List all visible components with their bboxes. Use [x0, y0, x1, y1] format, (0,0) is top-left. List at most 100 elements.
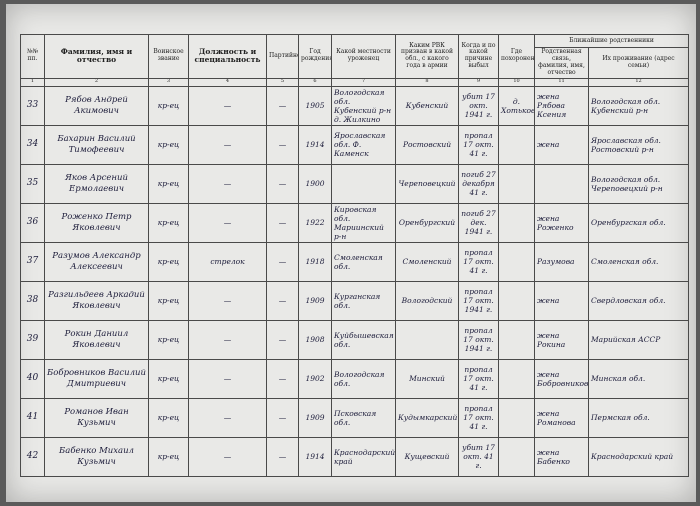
record-cell: — [188, 319, 267, 360]
record-number: 37 [20, 241, 45, 282]
record-cell: жена Роженко [534, 202, 589, 243]
record-cell: жена Рокина [534, 319, 589, 360]
column-header: Где похоронен [498, 34, 535, 79]
record-number: 41 [20, 397, 45, 438]
record-cell: Минский [395, 358, 459, 399]
record-cell: — [188, 397, 267, 438]
record-cell: 1905 [298, 85, 332, 126]
record-cell: Разумов Александр Алексеевич [44, 241, 149, 282]
record-cell: кр-ец [148, 163, 189, 204]
record-cell: д. Хотьково [498, 85, 535, 126]
record-row: 41 Романов Иван Кузьмич кр-ец — —1909 Псковск… [20, 397, 690, 438]
record-cell: кр-ец [148, 202, 189, 243]
record-cell: Пермская обл. [587, 397, 690, 438]
record-cell: Рокин Даниил Яковлевич [44, 319, 149, 360]
record-cell: Ярославская обл. Ростовский р-н [587, 124, 690, 165]
record-cell: кр-ец [148, 124, 189, 165]
record-cell: 1902 [298, 358, 332, 399]
column-number: 7 [331, 77, 396, 87]
column-number: 4 [188, 77, 267, 87]
record-cell: Бахарин Василий Тимофеевич [44, 124, 149, 165]
record-cell: — [188, 358, 267, 399]
column-number: 5 [266, 77, 299, 87]
record-cell: кр-ец [148, 241, 189, 282]
record-row: 33 Рябов Андрей Акимович кр-ец — —1905 Волого… [20, 85, 690, 126]
record-cell [498, 436, 535, 477]
record-cell: Рябов Андрей Акимович [44, 85, 149, 126]
record-cell: 1908 [298, 319, 332, 360]
record-cell: — [266, 85, 299, 126]
record-row: 39 Рокин Даниил Яковлевич кр-ец — —1908 Куйбы… [20, 319, 690, 360]
record-cell: — [266, 397, 299, 438]
column-header: Год рождения [298, 34, 332, 79]
record-cell [331, 163, 396, 204]
record-cell: — [188, 163, 267, 204]
record-cell: — [188, 85, 267, 126]
record-cell [498, 397, 535, 438]
record-cell: 1914 [298, 436, 332, 477]
record-cell: — [266, 319, 299, 360]
column-number: 1 [20, 77, 45, 87]
record-cell: Смоленская обл. [331, 241, 396, 282]
record-cell: 1909 [298, 397, 332, 438]
record-cell: жена Бобровникова [534, 358, 589, 399]
record-cell: убит 17 окт. 41 г. [458, 436, 499, 477]
column-number: 9 [458, 77, 499, 87]
column-number: 12 [587, 77, 690, 87]
record-cell [498, 319, 535, 360]
record-cell: Оренбургская обл. [587, 202, 690, 243]
record-cell: Разгильдеев Аркадий Яковлевич [44, 280, 149, 321]
column-number: 3 [148, 77, 189, 87]
record-cell: пропал 17 окт. 1941 г. [458, 319, 499, 360]
record-row: 36 Роженко Петр Яковлевич кр-ец — —1922 Киров… [20, 202, 690, 243]
header-row: №№ пп. Фамилия, имя и отчество Воинское … [20, 34, 690, 79]
record-cell: Свердловская обл. [587, 280, 690, 321]
column-header: Партийность [266, 34, 299, 79]
record-cell [498, 241, 535, 282]
record-cell: пропал 17 окт. 41 г. [458, 397, 499, 438]
record-cell: жена Романова [534, 397, 589, 438]
record-cell: Яков Арсений Ермолаевич [44, 163, 149, 204]
column-number: 6 [298, 77, 332, 87]
record-cell: Роженко Петр Яковлевич [44, 202, 149, 243]
record-cell: — [266, 241, 299, 282]
record-cell: кр-ец [148, 436, 189, 477]
record-cell: 1900 [298, 163, 332, 204]
record-cell: кр-ец [148, 85, 189, 126]
record-row: 38 Разгильдеев Аркадий Яковлевич кр-ец — —19… [20, 280, 690, 321]
record-cell: стрелок [188, 241, 267, 282]
record-cell: 1909 [298, 280, 332, 321]
column-numbers: 1 2 3 4 5 6 7 8 9 10 11 12 [20, 77, 690, 87]
record-number: 42 [20, 436, 45, 477]
column-header: Каким РВК призван в какой обл., с какого… [395, 34, 459, 79]
record-number: 33 [20, 85, 45, 126]
column-header: Когда и по какой причине выбыл [458, 34, 499, 79]
record-cell: Кубенский [395, 85, 459, 126]
record-cell: Кировская обл. Мариинский р-н [331, 202, 396, 243]
record-cell: пропал 17 окт. 41 г. [458, 124, 499, 165]
record-cell: пропал 17 окт. 41 г. [458, 241, 499, 282]
column-number: 2 [44, 77, 149, 87]
column-header: Фамилия, имя и отчество [44, 34, 149, 79]
column-header: Какой местности уроженец [331, 34, 396, 79]
record-cell: пропал 17 окт. 41 г. [458, 358, 499, 399]
sheet: №№ пп. Фамилия, имя и отчество Воинское … [6, 4, 696, 502]
record-cell: Бабенко Михаил Кузьмич [44, 436, 149, 477]
record-cell: кр-ец [148, 280, 189, 321]
record-cell: — [188, 124, 267, 165]
column-header: Должность и специальность [188, 34, 267, 79]
record-cell: погиб 27 декабря 41 г. [458, 163, 499, 204]
record-cell: Вологодская обл. Кубенский р-н д. Жилкин… [331, 85, 396, 126]
record-cell: пропал 17 окт. 1941 г. [458, 280, 499, 321]
record-cell: Марийская АССР [587, 319, 690, 360]
record-cell: — [266, 280, 299, 321]
record-cell [395, 319, 459, 360]
record-number: 40 [20, 358, 45, 399]
record-cell: убит 17 окт. 1941 г. [458, 85, 499, 126]
record-cell: жена [534, 124, 589, 165]
record-cell: Вологодский [395, 280, 459, 321]
record-cell: 1922 [298, 202, 332, 243]
record-cell: кр-ец [148, 397, 189, 438]
record-cell: 1914 [298, 124, 332, 165]
